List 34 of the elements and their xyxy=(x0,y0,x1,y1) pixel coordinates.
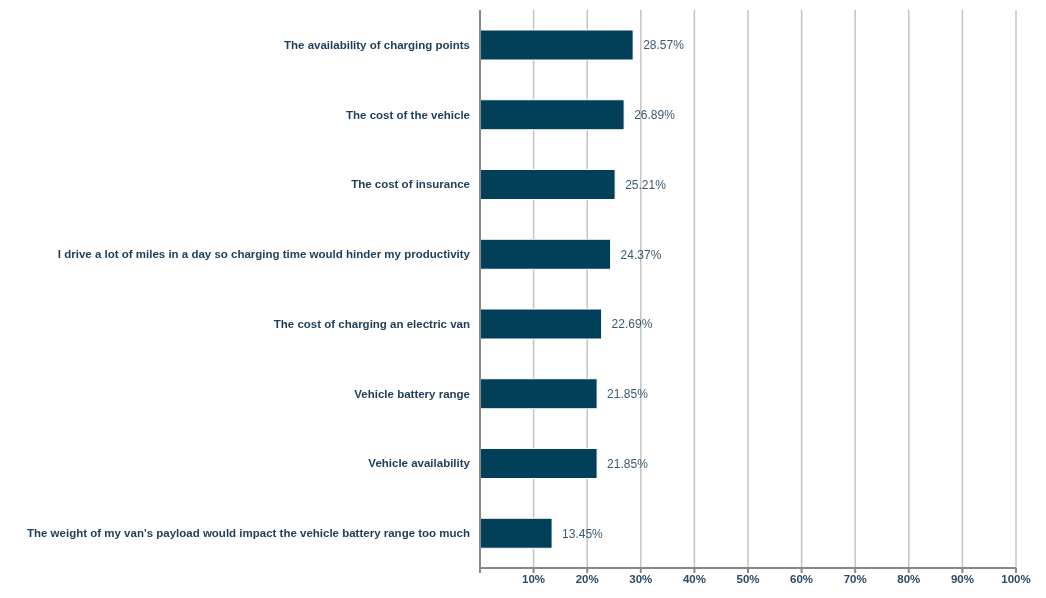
bar xyxy=(480,517,553,549)
data-label: 28.57% xyxy=(643,38,685,53)
y-tick-label: Vehicle battery range xyxy=(354,387,470,400)
y-tick-label: The cost of insurance xyxy=(351,178,470,191)
data-label: 22.69% xyxy=(611,317,653,332)
x-tick-label: 60% xyxy=(790,573,814,586)
x-tick-label: 90% xyxy=(950,573,974,586)
y-tick-label: I drive a lot of miles in a day so charging time would hinder my productivity xyxy=(57,248,471,261)
x-tick-label: 10% xyxy=(522,573,546,586)
bar xyxy=(480,378,598,410)
x-tick-label: 80% xyxy=(897,573,921,586)
x-tick-label: 50% xyxy=(736,573,760,586)
x-tick-label: 20% xyxy=(575,573,599,586)
y-tick-label: Vehicle availability xyxy=(368,457,471,470)
data-label: 21.85% xyxy=(607,387,649,402)
data-label: 13.45% xyxy=(562,526,604,541)
data-label: 26.89% xyxy=(634,108,676,123)
bar xyxy=(480,238,612,270)
y-tick-label: The cost of the vehicle xyxy=(346,108,470,121)
data-label: 21.85% xyxy=(607,456,649,471)
y-tick-label: The availability of charging points xyxy=(284,38,470,51)
bar xyxy=(480,29,634,61)
bar xyxy=(480,448,598,479)
x-tick-label: 70% xyxy=(843,573,867,586)
bar xyxy=(480,99,625,131)
bar xyxy=(480,169,616,200)
y-tick-label: The cost of charging an electric van xyxy=(273,317,470,330)
data-label: 25.21% xyxy=(625,177,667,192)
data-label: 24.37% xyxy=(620,247,662,262)
x-tick-label: 30% xyxy=(629,573,653,586)
y-tick-label: The weight of my van's payload would impact the vehicle battery range too much xyxy=(26,527,470,540)
bar xyxy=(480,308,603,340)
x-tick-label: 100% xyxy=(1001,573,1031,586)
x-tick-label: 40% xyxy=(682,573,706,586)
